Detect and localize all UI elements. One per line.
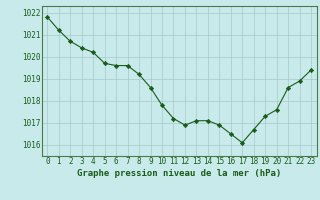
X-axis label: Graphe pression niveau de la mer (hPa): Graphe pression niveau de la mer (hPa) bbox=[77, 169, 281, 178]
